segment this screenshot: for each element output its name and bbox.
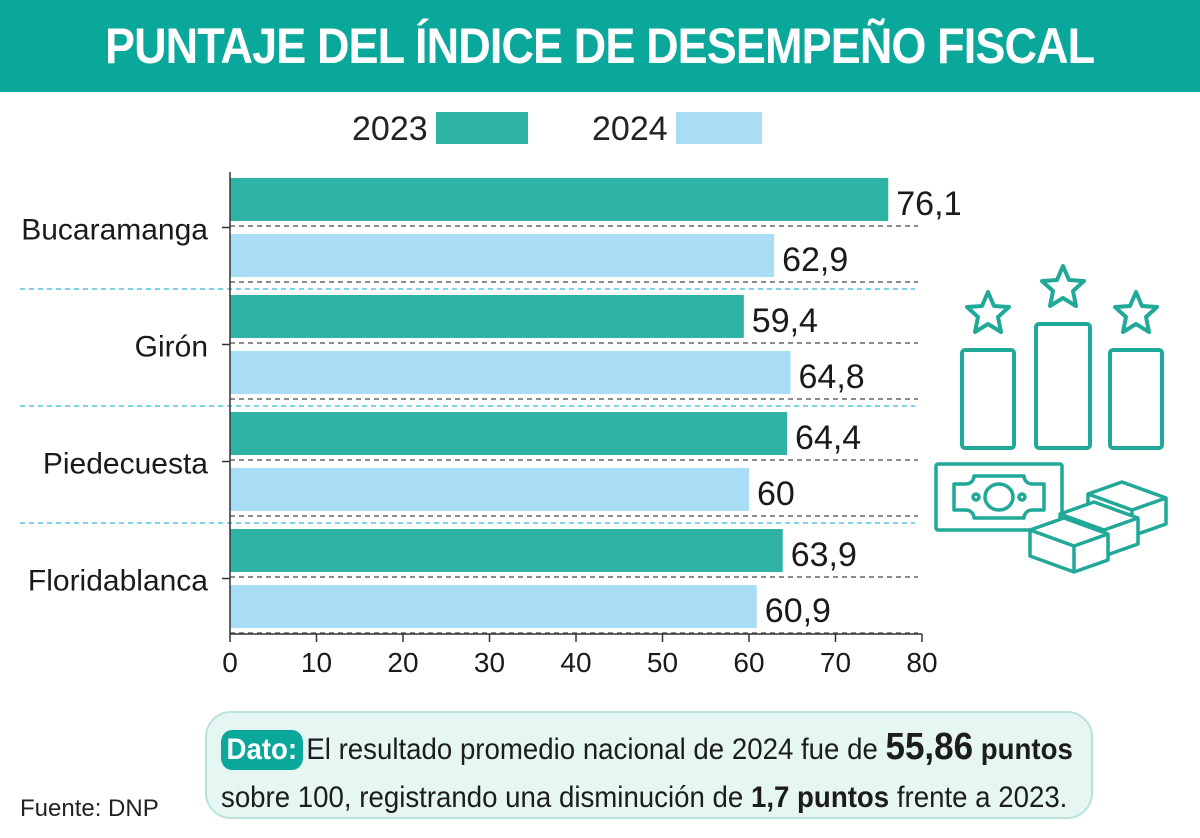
data-label-piedecuesta-2023: 64,4 [795, 419, 861, 457]
bar-giron-2023 [230, 295, 744, 338]
x-tick-label: 20 [387, 647, 418, 678]
category-label-floridablanca: Floridablanca [28, 565, 208, 598]
category-label-piedecuesta: Piedecuesta [43, 448, 208, 481]
legend-swatch-2024 [676, 112, 762, 144]
data-label-floridablanca-2024: 60,9 [765, 592, 831, 630]
x-tick-label: 50 [647, 647, 678, 678]
data-label-giron-2023: 59,4 [752, 302, 818, 340]
bar-giron-2024 [230, 351, 791, 394]
title-bar: PUNTAJE DEL ÍNDICE DE DESEMPEÑO FISCAL [0, 0, 1200, 92]
money-stack-icon [1028, 480, 1168, 574]
data-label-giron-2024: 64,8 [799, 358, 865, 396]
data-label-bucaramanga-2023: 76,1 [896, 185, 960, 223]
note-line2-end: frente a 2023. [896, 781, 1068, 814]
bar-piedecuesta-2023 [230, 412, 788, 455]
bar-bucaramanga-2024 [230, 234, 775, 277]
x-tick-label: 70 [820, 647, 851, 678]
data-label-floridablanca-2023: 63,9 [791, 536, 857, 574]
source-note: Fuente: DNP [20, 795, 159, 822]
x-tick-label: 30 [474, 647, 505, 678]
data-label-bucaramanga-2024: 62,9 [782, 241, 848, 279]
legend-swatch-2023 [436, 112, 528, 144]
bar-chart: 76,162,9Bucaramanga59,464,8Girón64,460Pi… [20, 172, 960, 678]
note-decrease-value: 1,7 puntos [750, 781, 890, 814]
legend-label-2023: 2023 [352, 110, 428, 148]
note-line-2: sobre 100, registrando una disminución d… [221, 774, 1067, 822]
x-tick-label: 10 [301, 647, 332, 678]
bar-bucaramanga-2023 [230, 178, 889, 221]
bar-floridablanca-2024 [230, 585, 757, 628]
legend-label-2024: 2024 [592, 110, 668, 148]
category-label-bucaramanga: Bucaramanga [21, 214, 208, 247]
data-label-piedecuesta-2024: 60 [757, 475, 795, 513]
note-line2-text: sobre 100, registrando una disminución d… [221, 781, 744, 814]
banknote-icon [934, 462, 1064, 532]
x-tick-label: 0 [222, 647, 238, 678]
legend: 2023 2024 [0, 108, 1200, 148]
note-average-value: 55,86 [885, 726, 974, 768]
x-tick-label: 60 [733, 647, 764, 678]
podium-money-illustration [934, 264, 1168, 574]
podium-stars-icon [960, 264, 1164, 450]
chart-title: PUNTAJE DEL ÍNDICE DE DESEMPEÑO FISCAL [105, 18, 1095, 74]
note-line-1: Dato: El resultado promedio nacional de 2… [221, 723, 1073, 774]
note-line1-text: El resultado promedio nacional de 2024 f… [306, 733, 878, 766]
note-box: Dato: El resultado promedio nacional de 2… [205, 711, 1093, 819]
x-tick-label: 40 [560, 647, 591, 678]
bar-piedecuesta-2024 [230, 468, 749, 511]
x-tick-label: 80 [906, 647, 937, 678]
note-tag: Dato: [221, 730, 303, 770]
note-average-unit: puntos [980, 733, 1073, 766]
bar-floridablanca-2023 [230, 529, 783, 572]
category-label-giron: Girón [135, 331, 208, 364]
